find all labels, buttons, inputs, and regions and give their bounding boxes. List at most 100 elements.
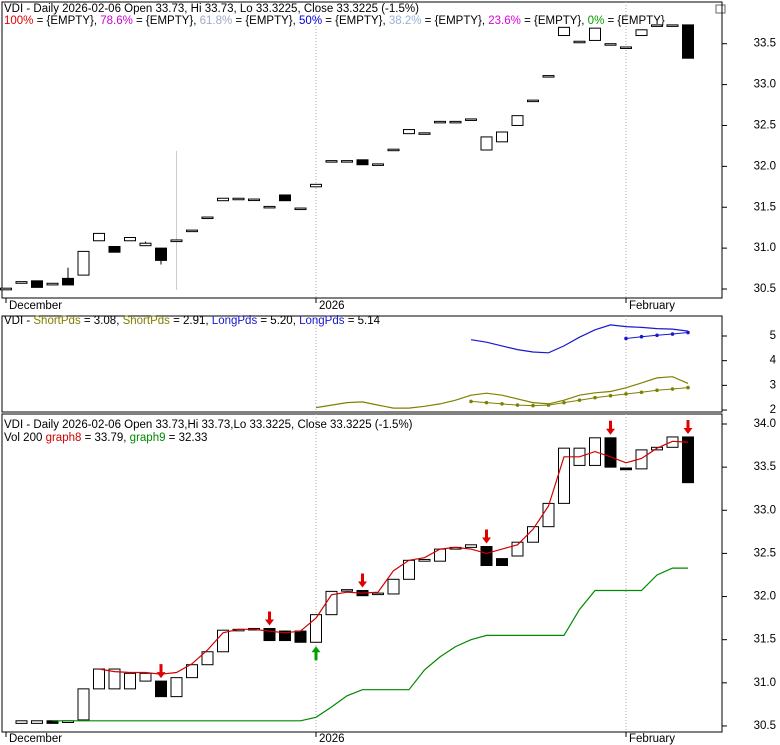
fib-value: = {EMPTY} [604, 15, 665, 27]
legend-line: VDI - Daily 2026-02-06 Open 33.73,Hi 33.… [4, 419, 413, 431]
candle-body [310, 614, 322, 643]
sell-signal [265, 611, 274, 626]
series-line [98, 440, 689, 675]
y-tick-label: 32.0 [754, 160, 776, 172]
series-dot [562, 400, 566, 405]
candle-body [186, 664, 198, 679]
candle-body [542, 75, 555, 78]
fib-value: = {EMPTY}, [322, 15, 389, 27]
candle-body [201, 651, 214, 666]
candle-body [496, 558, 508, 566]
series-dot [624, 336, 628, 341]
candle-body [496, 131, 508, 143]
legend-value: = 2.91, [170, 315, 212, 327]
candle-body [511, 541, 524, 557]
panel-button[interactable] [715, 4, 726, 14]
legend-name: graph9 [130, 432, 166, 444]
candle-body [527, 99, 539, 103]
sell-signal [156, 664, 166, 679]
legend-name: ShortPds [33, 315, 81, 327]
legend-value: = 32.33 [165, 432, 207, 444]
fib-value: = {EMPTY}, [232, 15, 299, 27]
series-dot [593, 395, 597, 400]
candle-body [604, 43, 617, 46]
candle-body [232, 197, 245, 201]
fib-name: 50% [299, 15, 322, 27]
x-tick-label: February [629, 300, 675, 312]
y-tick-label: 31.5 [754, 201, 776, 213]
fib-name: 23.6% [488, 15, 521, 27]
legend-prefix: VDI - [4, 315, 33, 327]
legend-line: 100% = {EMPTY}, 78.6% = {EMPTY}, 61.8% =… [4, 15, 665, 27]
candle-body [201, 216, 214, 220]
candle-body [217, 197, 229, 202]
candle-body [155, 247, 167, 261]
series-dot [546, 403, 551, 407]
panel-frame [1, 1, 723, 299]
candle-body [294, 207, 307, 211]
series-line [52, 567, 688, 722]
candle-body [558, 26, 570, 37]
series-dot [686, 330, 690, 335]
series-dot [484, 400, 489, 405]
candle-body [666, 436, 679, 448]
candle-body [651, 24, 663, 27]
candle-body [465, 118, 477, 121]
candle-body [372, 163, 384, 166]
sell-signal [482, 529, 491, 544]
series-line [315, 376, 689, 409]
legend-name: graph8 [46, 432, 82, 444]
y-tick-label: 30.5 [754, 720, 776, 732]
series-dot [531, 403, 535, 408]
y-tick-label: 31.0 [754, 677, 776, 689]
legend-value: = 5.14 [345, 315, 381, 327]
candle-body [248, 198, 260, 202]
candle-body [635, 449, 648, 470]
candle-body [356, 159, 369, 166]
series-dot [608, 393, 613, 398]
chart-title: VDI - Daily 2026-02-06 Open 33.73, Hi 33… [4, 3, 419, 15]
candle-body [573, 40, 586, 44]
candle-body [62, 277, 74, 286]
candle-body [480, 546, 493, 566]
fib-name: 100% [4, 15, 33, 27]
series-dot [655, 333, 659, 338]
fib-name: 78.6% [100, 15, 133, 27]
legend-value: = 5.20, [257, 315, 299, 327]
series-dot [686, 385, 690, 390]
series-dot [670, 332, 675, 336]
series-dot [639, 390, 644, 395]
series-dot [639, 334, 644, 339]
series-dot [515, 403, 520, 407]
candle-body [15, 720, 28, 724]
series-dot [670, 387, 675, 391]
candle-body [511, 115, 524, 126]
legend-name: ShortPds [123, 315, 171, 327]
candle-body [449, 120, 462, 124]
x-tick-label: February [629, 733, 675, 745]
sell-signal [683, 419, 693, 434]
candle-body [77, 688, 90, 721]
series-dot [624, 392, 628, 396]
candle-body [480, 136, 493, 151]
candle-body [31, 280, 43, 288]
y-tick-label: 32.5 [754, 120, 776, 132]
candle-body [263, 627, 276, 642]
candle-body [434, 120, 446, 124]
series-dot [655, 388, 659, 393]
legend-line: Vol 200 graph8 = 33.79, graph9 = 32.33 [4, 432, 207, 444]
y-tick-label: 33.0 [754, 79, 776, 91]
fib-name: 61.8% [200, 15, 233, 27]
y-tick-label: 31.5 [754, 634, 776, 646]
fib-value: = {EMPTY}, [133, 15, 200, 27]
series-dot [500, 402, 504, 406]
candle-body [682, 436, 694, 484]
candle-body [124, 672, 136, 690]
y-tick-label: 33.5 [754, 461, 776, 473]
legend-line: VDI - Daily 2026-02-06 Open 33.73, Hi 33… [4, 3, 419, 15]
candle-body [387, 578, 400, 595]
candle-body [170, 677, 183, 698]
candle-body [170, 239, 183, 243]
candle-body [93, 232, 105, 242]
y-tick-label: 34.0 [754, 418, 776, 430]
